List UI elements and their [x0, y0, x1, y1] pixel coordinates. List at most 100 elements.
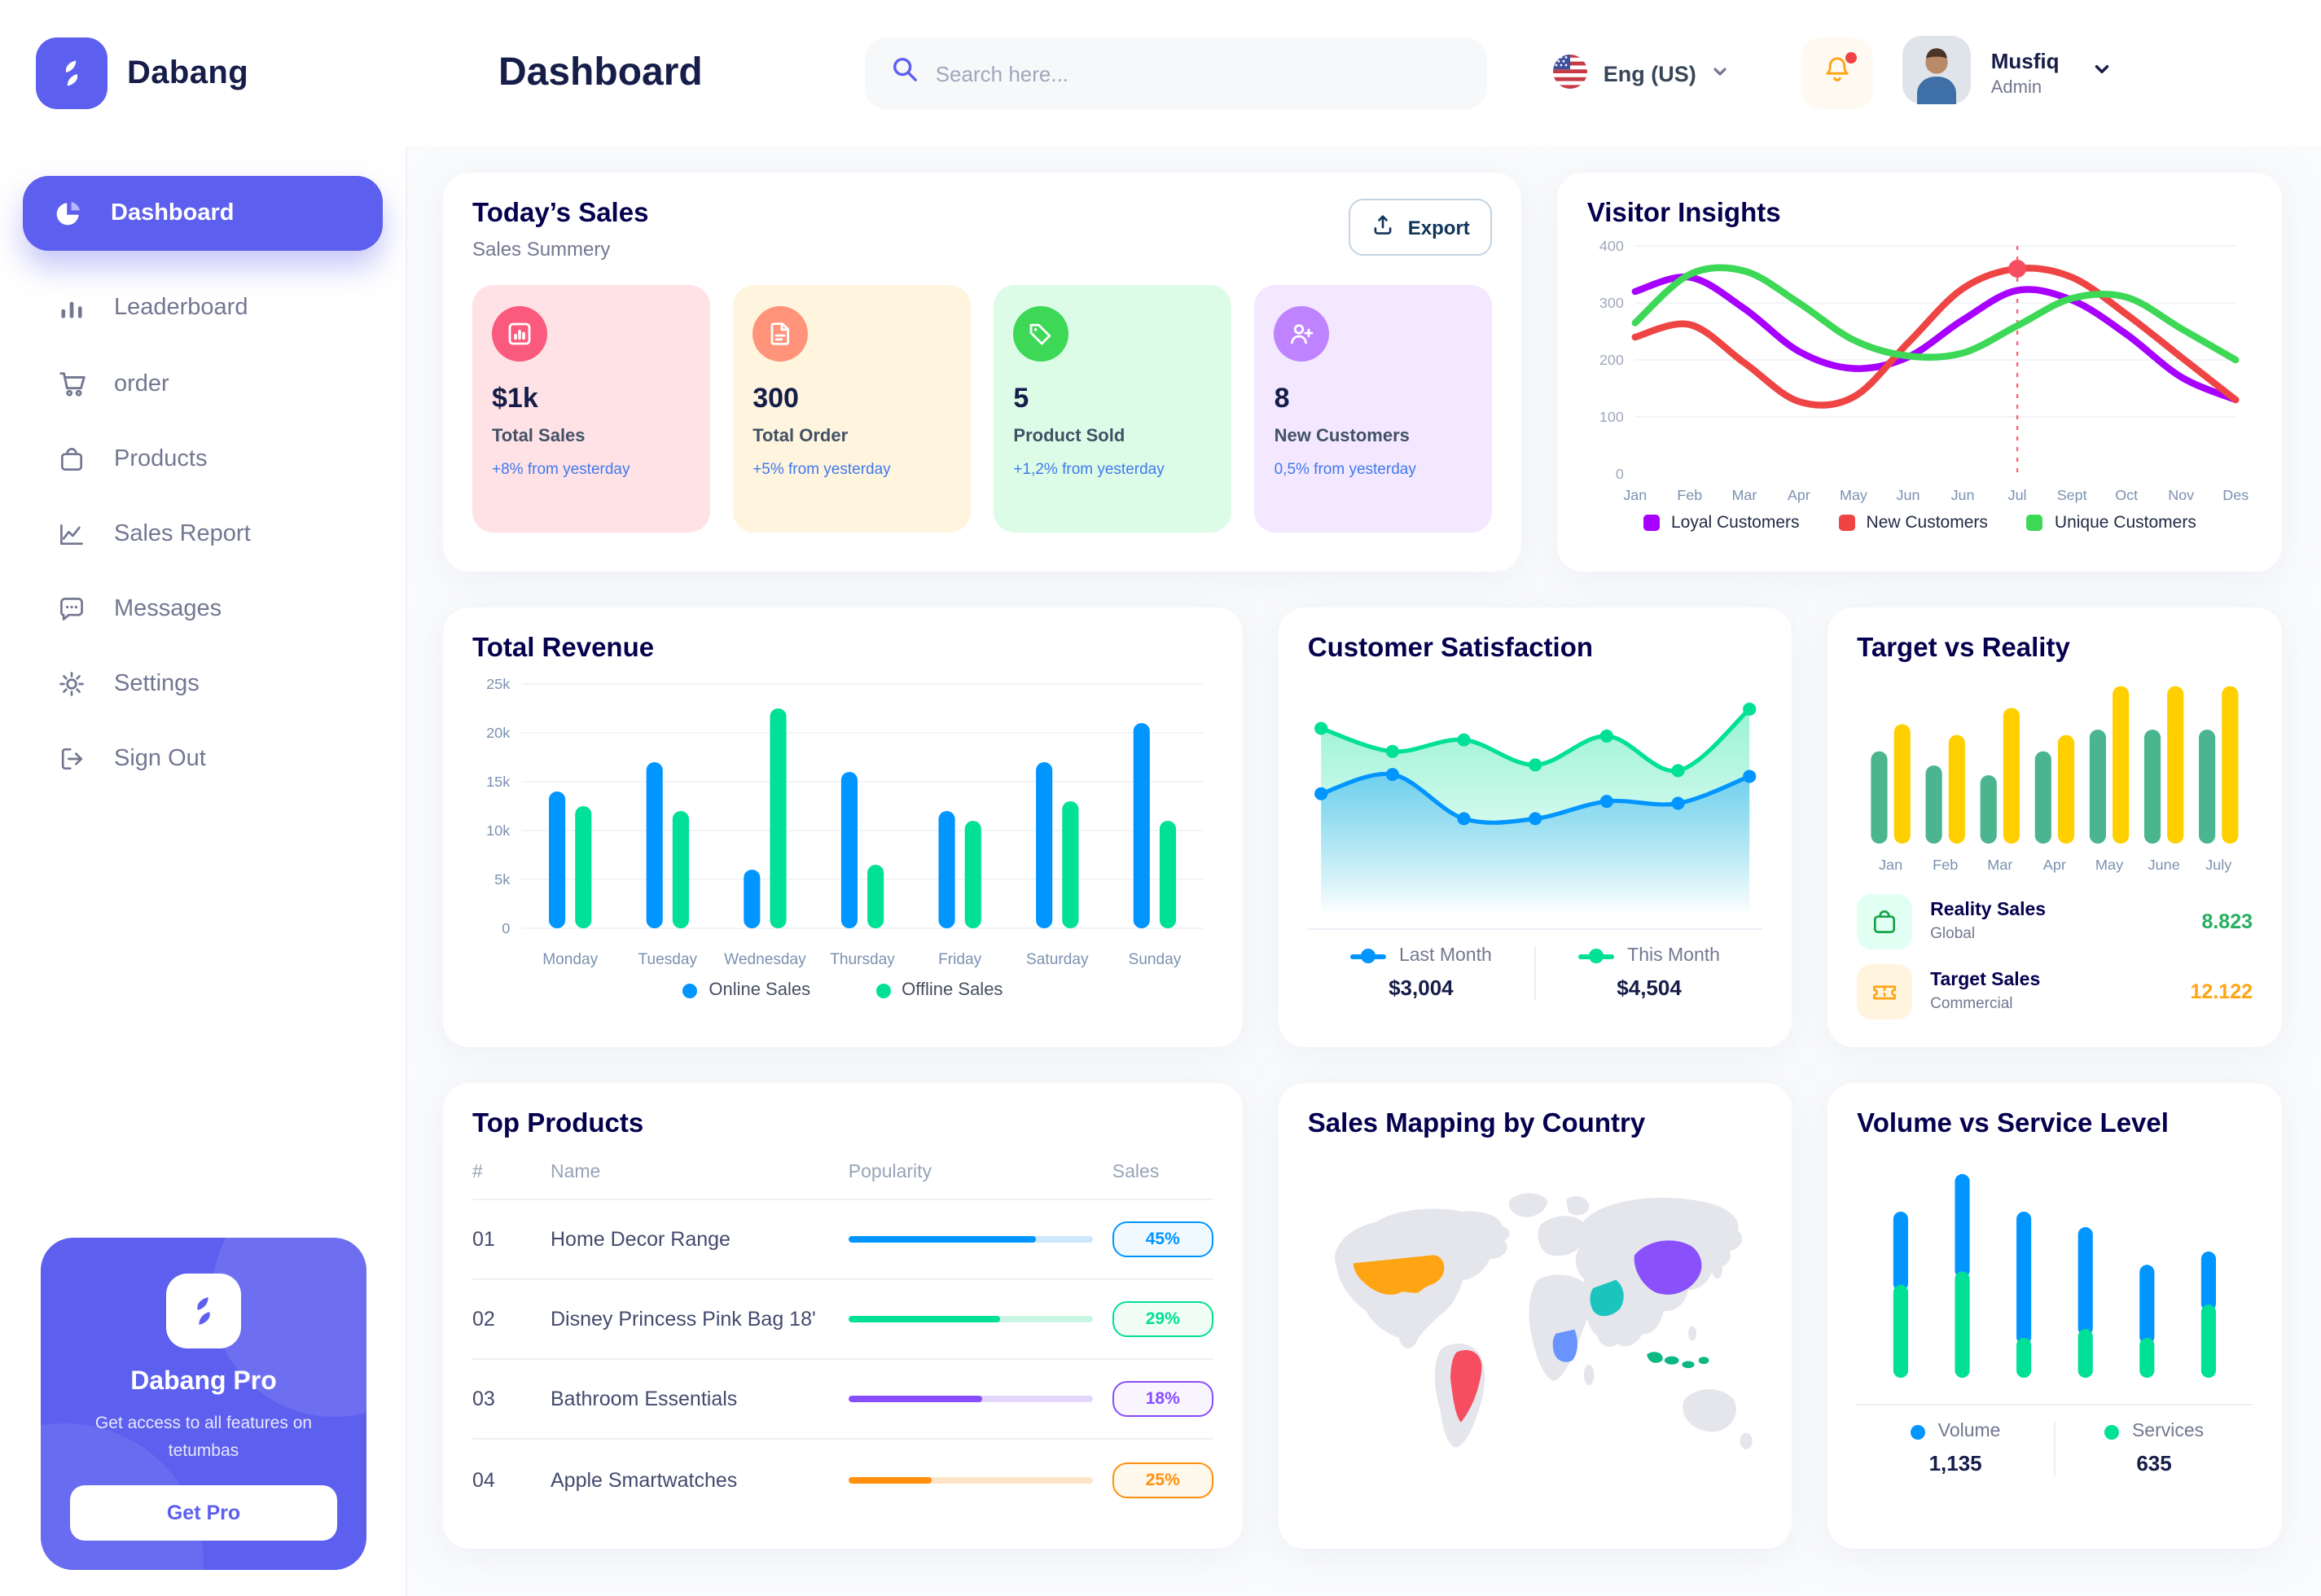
svg-text:0: 0 — [502, 920, 510, 936]
dashboard-icon — [52, 199, 85, 228]
stat-delta: +5% from yesterday — [752, 461, 891, 479]
sidebar-item-sign-out[interactable]: Sign Out — [29, 725, 376, 793]
stat-value: 5 — [1013, 383, 1029, 414]
sidebar-item-sales-report[interactable]: Sales Report — [29, 500, 376, 568]
stat-value: 8 — [1274, 383, 1290, 414]
stat-label: Product Sold — [1013, 427, 1125, 446]
stat-value: 300 — [752, 383, 799, 414]
country-china[interactable] — [1634, 1240, 1702, 1295]
sales-stat-card: 300 Total Order +5% from yesterday — [733, 285, 972, 533]
customer-satisfaction-legend: Last Month $3,004 This Month $4,504 — [1308, 946, 1762, 1000]
legend-this-month: This Month $4,504 — [1533, 946, 1762, 1000]
product-row: 02 Disney Princess Pink Bag 18' 29% — [472, 1280, 1213, 1360]
svg-text:Sept: Sept — [2058, 487, 2088, 503]
svg-text:Jun: Jun — [1897, 487, 1920, 503]
svg-text:Jan: Jan — [1879, 857, 1902, 873]
top-products-title: Top Products — [472, 1109, 644, 1138]
notification-dot — [1845, 52, 1858, 64]
total-revenue-chart: 0 5k 10k 15k 20k 25k Monday Tuesday Wednesday Thu… — [472, 671, 1213, 977]
user-menu[interactable]: Musfiq Admin — [1902, 35, 2113, 112]
popularity-bar — [848, 1236, 1093, 1243]
chevron-down-icon — [1711, 61, 1731, 86]
table-header: # Name Popularity Sales — [472, 1140, 1213, 1200]
notifications-button[interactable] — [1801, 37, 1874, 109]
country-united-states[interactable] — [1353, 1255, 1445, 1296]
settings-icon — [55, 669, 88, 699]
target-vs-reality-chart: Jan Feb Mar Apr May June July — [1857, 671, 2253, 879]
total-revenue-card: Total Revenue 0 5k 10k 15k 20k 25k Monday Tuesd… — [443, 607, 1243, 1047]
svg-text:June: June — [2148, 857, 2180, 873]
stat-value: $1k — [492, 383, 538, 414]
top-products-card: Top Products # Name Popularity Sales 01 … — [443, 1083, 1243, 1549]
svg-text:July: July — [2205, 857, 2231, 873]
svg-text:0: 0 — [1617, 466, 1625, 482]
chevron-down-icon[interactable] — [2092, 59, 2113, 88]
brand: Dabang — [0, 37, 407, 109]
customer-satisfaction-title: Customer Satisfaction — [1307, 634, 1594, 663]
search-icon — [892, 55, 919, 91]
svg-text:Apr: Apr — [2043, 857, 2066, 873]
legend-marker — [1349, 954, 1386, 958]
stat-icon — [1013, 306, 1069, 362]
country-dr-congo[interactable] — [1552, 1329, 1577, 1362]
customer-satisfaction-card: Customer Satisfaction Last Month $3,004 … — [1278, 607, 1792, 1047]
target-sales-legend-row: Target Sales Commercial 12.122 — [1857, 964, 2253, 1019]
promo-title: Dabang Pro — [130, 1368, 277, 1396]
country-brazil[interactable] — [1450, 1350, 1482, 1423]
svg-text:Friday: Friday — [938, 951, 982, 968]
language-selector[interactable]: Eng (US) — [1553, 53, 1731, 94]
svg-text:Jul: Jul — [2008, 487, 2027, 503]
svg-text:Mar: Mar — [1987, 857, 2012, 873]
svg-text:Mar: Mar — [1732, 487, 1757, 503]
svg-text:15k: 15k — [486, 774, 511, 790]
target-sales-value: 12.122 — [2190, 980, 2253, 1003]
sales-report-icon — [55, 520, 88, 549]
volume-service-chart — [1857, 1147, 2253, 1391]
avatar — [1902, 35, 1972, 112]
svg-text:400: 400 — [1600, 238, 1625, 254]
table-body: 01 Home Decor Range 45% 02 Disney Prince… — [472, 1200, 1213, 1519]
world-map — [1334, 1193, 1753, 1449]
todays-sales-title: Today’s Sales — [472, 199, 649, 228]
sidebar-item-settings[interactable]: Settings — [29, 650, 376, 718]
stat-icon — [1274, 306, 1330, 362]
order-icon — [55, 368, 88, 399]
country-saudi-arabia[interactable] — [1590, 1279, 1624, 1317]
sales-map-title: Sales Mapping by Country — [1307, 1109, 1646, 1138]
legend-volume: Volume 1,135 — [1857, 1422, 2054, 1475]
todays-sales-subtitle: Sales Summery — [472, 238, 611, 261]
total-revenue-legend: Online Sales Offline Sales — [472, 980, 1213, 1000]
reality-sales-value: 8.823 — [2201, 910, 2253, 933]
sales-stat-card: 5 Product Sold +1,2% from yesterday — [994, 285, 1232, 533]
ticket-icon — [1857, 964, 1913, 1019]
product-rank: 01 — [472, 1228, 495, 1251]
export-button[interactable]: Export — [1349, 199, 1493, 256]
search-bar[interactable] — [865, 37, 1488, 109]
volume-service-card: Volume vs Service Level Volume 1,135 Ser… — [1827, 1083, 2282, 1549]
get-pro-button[interactable]: Get Pro — [70, 1485, 337, 1541]
svg-text:200: 200 — [1600, 352, 1625, 368]
volume-service-title: Volume vs Service Level — [1857, 1109, 2169, 1138]
popularity-bar — [848, 1316, 1093, 1322]
legend-marker — [1578, 954, 1615, 958]
search-input[interactable] — [935, 61, 1462, 86]
product-name: Apple Smartwatches — [551, 1468, 738, 1491]
svg-text:5k: 5k — [494, 871, 511, 888]
sidebar-item-messages[interactable]: Messages — [29, 575, 376, 643]
svg-text:100: 100 — [1600, 409, 1625, 425]
sales-map-card: Sales Mapping by Country — [1278, 1083, 1792, 1549]
target-vs-reality-card: Target vs Reality Jan Feb Mar Apr May June Jul… — [1827, 607, 2282, 1047]
country-indonesia[interactable] — [1647, 1352, 1709, 1369]
legend-last-month: Last Month $3,004 — [1308, 946, 1534, 1000]
sidebar-item-order[interactable]: order — [29, 349, 376, 419]
products-icon — [55, 445, 88, 474]
svg-text:Jan: Jan — [1624, 487, 1648, 503]
stat-icon — [492, 306, 547, 362]
sidebar-item-products[interactable]: Products — [29, 425, 376, 493]
bell-icon — [1822, 53, 1854, 94]
sales-badge: 29% — [1112, 1301, 1213, 1337]
sidebar-item-dashboard[interactable]: Dashboard — [23, 176, 383, 251]
legend-swatch — [1643, 515, 1660, 531]
sidebar-item-leaderboard[interactable]: Leaderboard — [29, 274, 376, 342]
sidebar-nav: Dashboard Leaderboard order Products Sal… — [0, 176, 406, 793]
